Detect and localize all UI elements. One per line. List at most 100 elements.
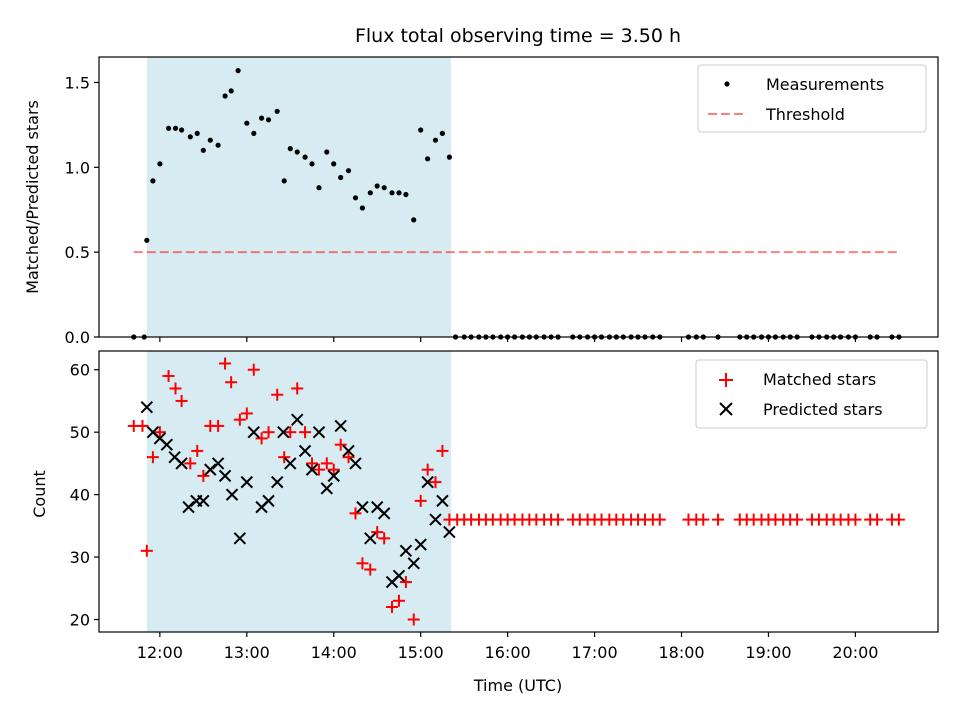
matched-star-point <box>849 513 862 526</box>
predicted-marker-b <box>371 500 384 514</box>
predicted-star-point <box>399 544 413 558</box>
matched-star-point <box>429 476 442 489</box>
measurement-point <box>374 183 380 189</box>
matched-star-point <box>385 601 398 614</box>
measurement-point <box>302 154 308 160</box>
matched-star-point <box>392 594 405 607</box>
bottom-x-tick-label: 15:00 <box>398 643 444 662</box>
matched-star-point <box>312 463 325 476</box>
top-y-tick-label: 1.5 <box>65 73 90 92</box>
predicted-marker-b <box>284 457 297 470</box>
legend-matched-label: Matched stars <box>763 370 876 389</box>
bottom-shaded-region <box>146 351 452 632</box>
bottom-x-tick-label: 18:00 <box>658 643 704 662</box>
bottom-panel: 20 30 40 50 60 12:00 13:00 14:00 15:00 16:00 17:0… <box>30 350 939 695</box>
matched-star-point <box>414 494 427 507</box>
bottom-legend-box <box>695 359 928 429</box>
predicted-marker-b <box>436 494 449 508</box>
matched-star-point <box>233 413 246 426</box>
predicted-star-point <box>225 488 239 501</box>
measurement-point <box>316 185 322 191</box>
bottom-x-tick-label: 16:00 <box>485 643 531 662</box>
measurement-point <box>309 161 315 167</box>
measurement-point <box>187 134 193 140</box>
predicted-star-point <box>197 494 210 508</box>
measurement-point <box>446 154 452 160</box>
predicted-marker-b <box>334 419 347 433</box>
measurement-point <box>235 68 241 74</box>
measurement-point <box>287 146 293 152</box>
predicted-marker-b <box>429 513 442 526</box>
predicted-marker-b <box>342 444 355 458</box>
predicted-marker-b <box>392 569 406 583</box>
matched-star-point <box>219 357 232 370</box>
matched-star-point <box>378 532 391 545</box>
predicted-marker-b <box>364 532 377 545</box>
measurement-point <box>324 149 330 155</box>
measurement-point <box>396 190 402 196</box>
matched-star-point <box>349 507 362 520</box>
measurement-point <box>179 127 185 133</box>
measurement-point <box>251 130 257 136</box>
top-panel-frame <box>98 56 939 338</box>
top-y-axis-ticks: 0.0 0.5 1.0 1.5 <box>65 73 99 347</box>
top-legend-box <box>697 64 927 133</box>
predicted-star-point <box>407 557 420 570</box>
predicted-star-point <box>277 425 290 439</box>
measurement-point <box>172 125 179 131</box>
top-y-tick-label: 1.0 <box>65 158 90 177</box>
measurement-point <box>207 137 213 143</box>
measurement-point <box>200 147 206 153</box>
bottom-predicted-points <box>140 400 456 589</box>
matched-star-point <box>871 513 884 526</box>
measurement-point <box>194 130 200 136</box>
bottom-y-tick-label: 30 <box>70 548 90 567</box>
matched-star-point <box>271 388 284 401</box>
predicted-star-point <box>284 457 297 470</box>
matched-star-point <box>247 363 260 376</box>
matched-star-point <box>146 451 159 464</box>
predicted-marker-b <box>211 457 225 470</box>
top-x-axis-ticks <box>159 337 857 342</box>
predicted-star-point <box>140 400 154 414</box>
matched-star-point <box>162 369 175 382</box>
matched-star-point <box>212 419 225 432</box>
bottom-y-tick-label: 50 <box>70 423 90 442</box>
measurement-point <box>274 108 280 114</box>
predicted-marker-b <box>182 500 195 514</box>
predicted-star-point <box>298 444 312 458</box>
top-shaded-region <box>146 57 452 337</box>
matched-star-point <box>306 457 319 470</box>
matched-star-point <box>697 513 710 526</box>
measurement-point <box>222 93 228 99</box>
measurement-point <box>439 130 445 136</box>
predicted-marker-b <box>247 425 260 439</box>
matched-star-point <box>175 394 188 407</box>
matched-star-point <box>191 444 204 457</box>
legend-measurements-label: Measurements <box>766 75 884 94</box>
measurement-point <box>403 191 409 198</box>
top-y-axis-label: Matched/Predicted stars <box>23 100 42 294</box>
matched-star-point <box>364 563 377 576</box>
predicted-star-point <box>240 475 254 489</box>
measurement-point <box>215 142 221 148</box>
measurement-point <box>157 161 163 167</box>
predicted-marker-b <box>349 457 362 470</box>
predicted-marker-b <box>240 475 254 489</box>
predicted-star-point <box>305 463 319 476</box>
predicted-marker-b <box>421 475 434 489</box>
matched-star-point <box>371 526 384 539</box>
measurement-point <box>411 217 417 223</box>
top-legend: Measurements Threshold <box>697 64 927 133</box>
predicted-star-point <box>204 463 217 476</box>
matched-star-point <box>407 613 420 626</box>
measurement-point <box>244 120 250 126</box>
top-y-tick-label: 0.0 <box>65 328 90 347</box>
legend-predicted-marker <box>719 402 733 416</box>
measurement-point <box>259 115 265 121</box>
matched-star-point <box>334 438 347 451</box>
predicted-star-point <box>421 475 434 489</box>
measurement-point <box>228 88 234 94</box>
predicted-marker-b <box>218 469 232 483</box>
